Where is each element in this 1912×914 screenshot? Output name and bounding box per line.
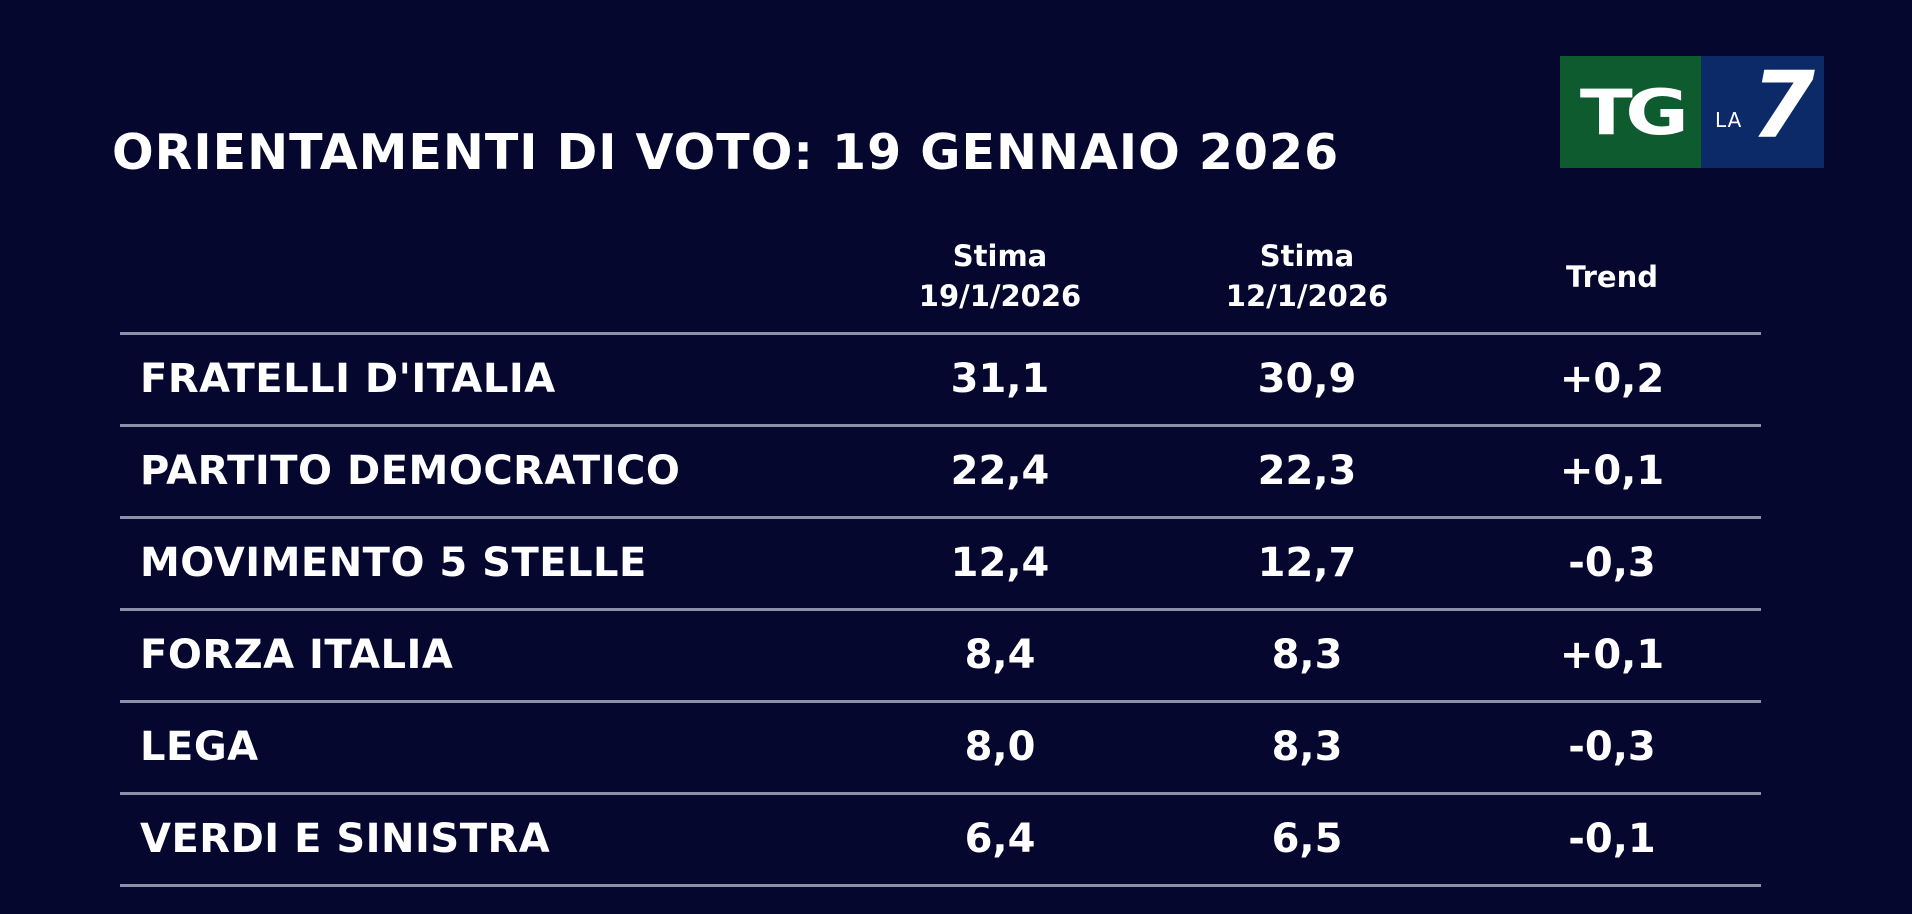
column-header-previous-line2: 12/1/2026 — [1225, 279, 1389, 313]
current-estimate: 12,4 — [950, 540, 1050, 586]
column-header-previous-line1: Stima — [1259, 239, 1355, 273]
trend-value: -0,1 — [1568, 816, 1656, 862]
previous-estimate: 6,5 — [1271, 816, 1343, 862]
trend-value: -0,3 — [1568, 540, 1656, 586]
table-divider — [120, 608, 1761, 611]
current-estimate: 8,0 — [964, 724, 1036, 770]
party-name: MOVIMENTO 5 STELLE — [140, 540, 647, 586]
table-divider — [120, 332, 1761, 335]
previous-estimate: 30,9 — [1257, 356, 1357, 402]
trend-value: +0,1 — [1559, 632, 1665, 678]
party-name: LEGA — [140, 724, 259, 770]
column-header-trend-label: Trend — [1566, 260, 1658, 294]
current-estimate: 31,1 — [950, 356, 1050, 402]
logo-green-block: TG — [1560, 56, 1701, 168]
table-divider — [120, 516, 1761, 519]
previous-estimate: 8,3 — [1271, 724, 1343, 770]
table-row: PARTITO DEMOCRATICO 22,4 22,3 +0,1 — [120, 427, 1761, 516]
logo-la-text: LA — [1715, 108, 1743, 132]
party-name: FORZA ITALIA — [140, 632, 454, 678]
table-row: FRATELLI D'ITALIA 31,1 30,9 +0,2 — [120, 335, 1761, 424]
previous-estimate: 12,7 — [1257, 540, 1357, 586]
current-estimate: 6,4 — [964, 816, 1036, 862]
trend-value: +0,2 — [1559, 356, 1665, 402]
column-header-current-line2: 19/1/2026 — [918, 279, 1082, 313]
table-row: VERDI E SINISTRA 6,4 6,5 -0,1 — [120, 795, 1761, 884]
previous-estimate: 22,3 — [1257, 448, 1357, 494]
column-header-current: Stima 19/1/2026 — [919, 236, 1081, 316]
party-name: PARTITO DEMOCRATICO — [140, 448, 681, 494]
table-divider — [120, 700, 1761, 703]
previous-estimate: 8,3 — [1271, 632, 1343, 678]
logo-seven-text: 7 — [1751, 52, 1816, 159]
trend-value: +0,1 — [1559, 448, 1665, 494]
party-name: VERDI E SINISTRA — [140, 816, 551, 862]
current-estimate: 8,4 — [964, 632, 1036, 678]
current-estimate: 22,4 — [950, 448, 1050, 494]
page-title: ORIENTAMENTI DI VOTO: 19 GENNAIO 2026 — [112, 124, 1340, 181]
tg-la7-logo: TG LA 7 — [1560, 56, 1824, 168]
table-row: FORZA ITALIA 8,4 8,3 +0,1 — [120, 611, 1761, 700]
logo-blue-block: LA 7 — [1701, 56, 1824, 168]
table-divider — [120, 792, 1761, 795]
column-header-trend: Trend — [1566, 257, 1658, 297]
trend-value: -0,3 — [1568, 724, 1656, 770]
table-row: MOVIMENTO 5 STELLE 12,4 12,7 -0,3 — [120, 519, 1761, 608]
column-header-previous: Stima 12/1/2026 — [1226, 236, 1388, 316]
column-header-current-line1: Stima — [952, 239, 1048, 273]
party-name: FRATELLI D'ITALIA — [140, 356, 556, 402]
logo-tg-text: TG — [1579, 75, 1689, 149]
table-row: LEGA 8,0 8,3 -0,3 — [120, 703, 1761, 792]
poll-table: FRATELLI D'ITALIA 31,1 30,9 +0,2 PARTITO… — [120, 332, 1761, 887]
table-divider — [120, 424, 1761, 427]
table-divider — [120, 884, 1761, 887]
